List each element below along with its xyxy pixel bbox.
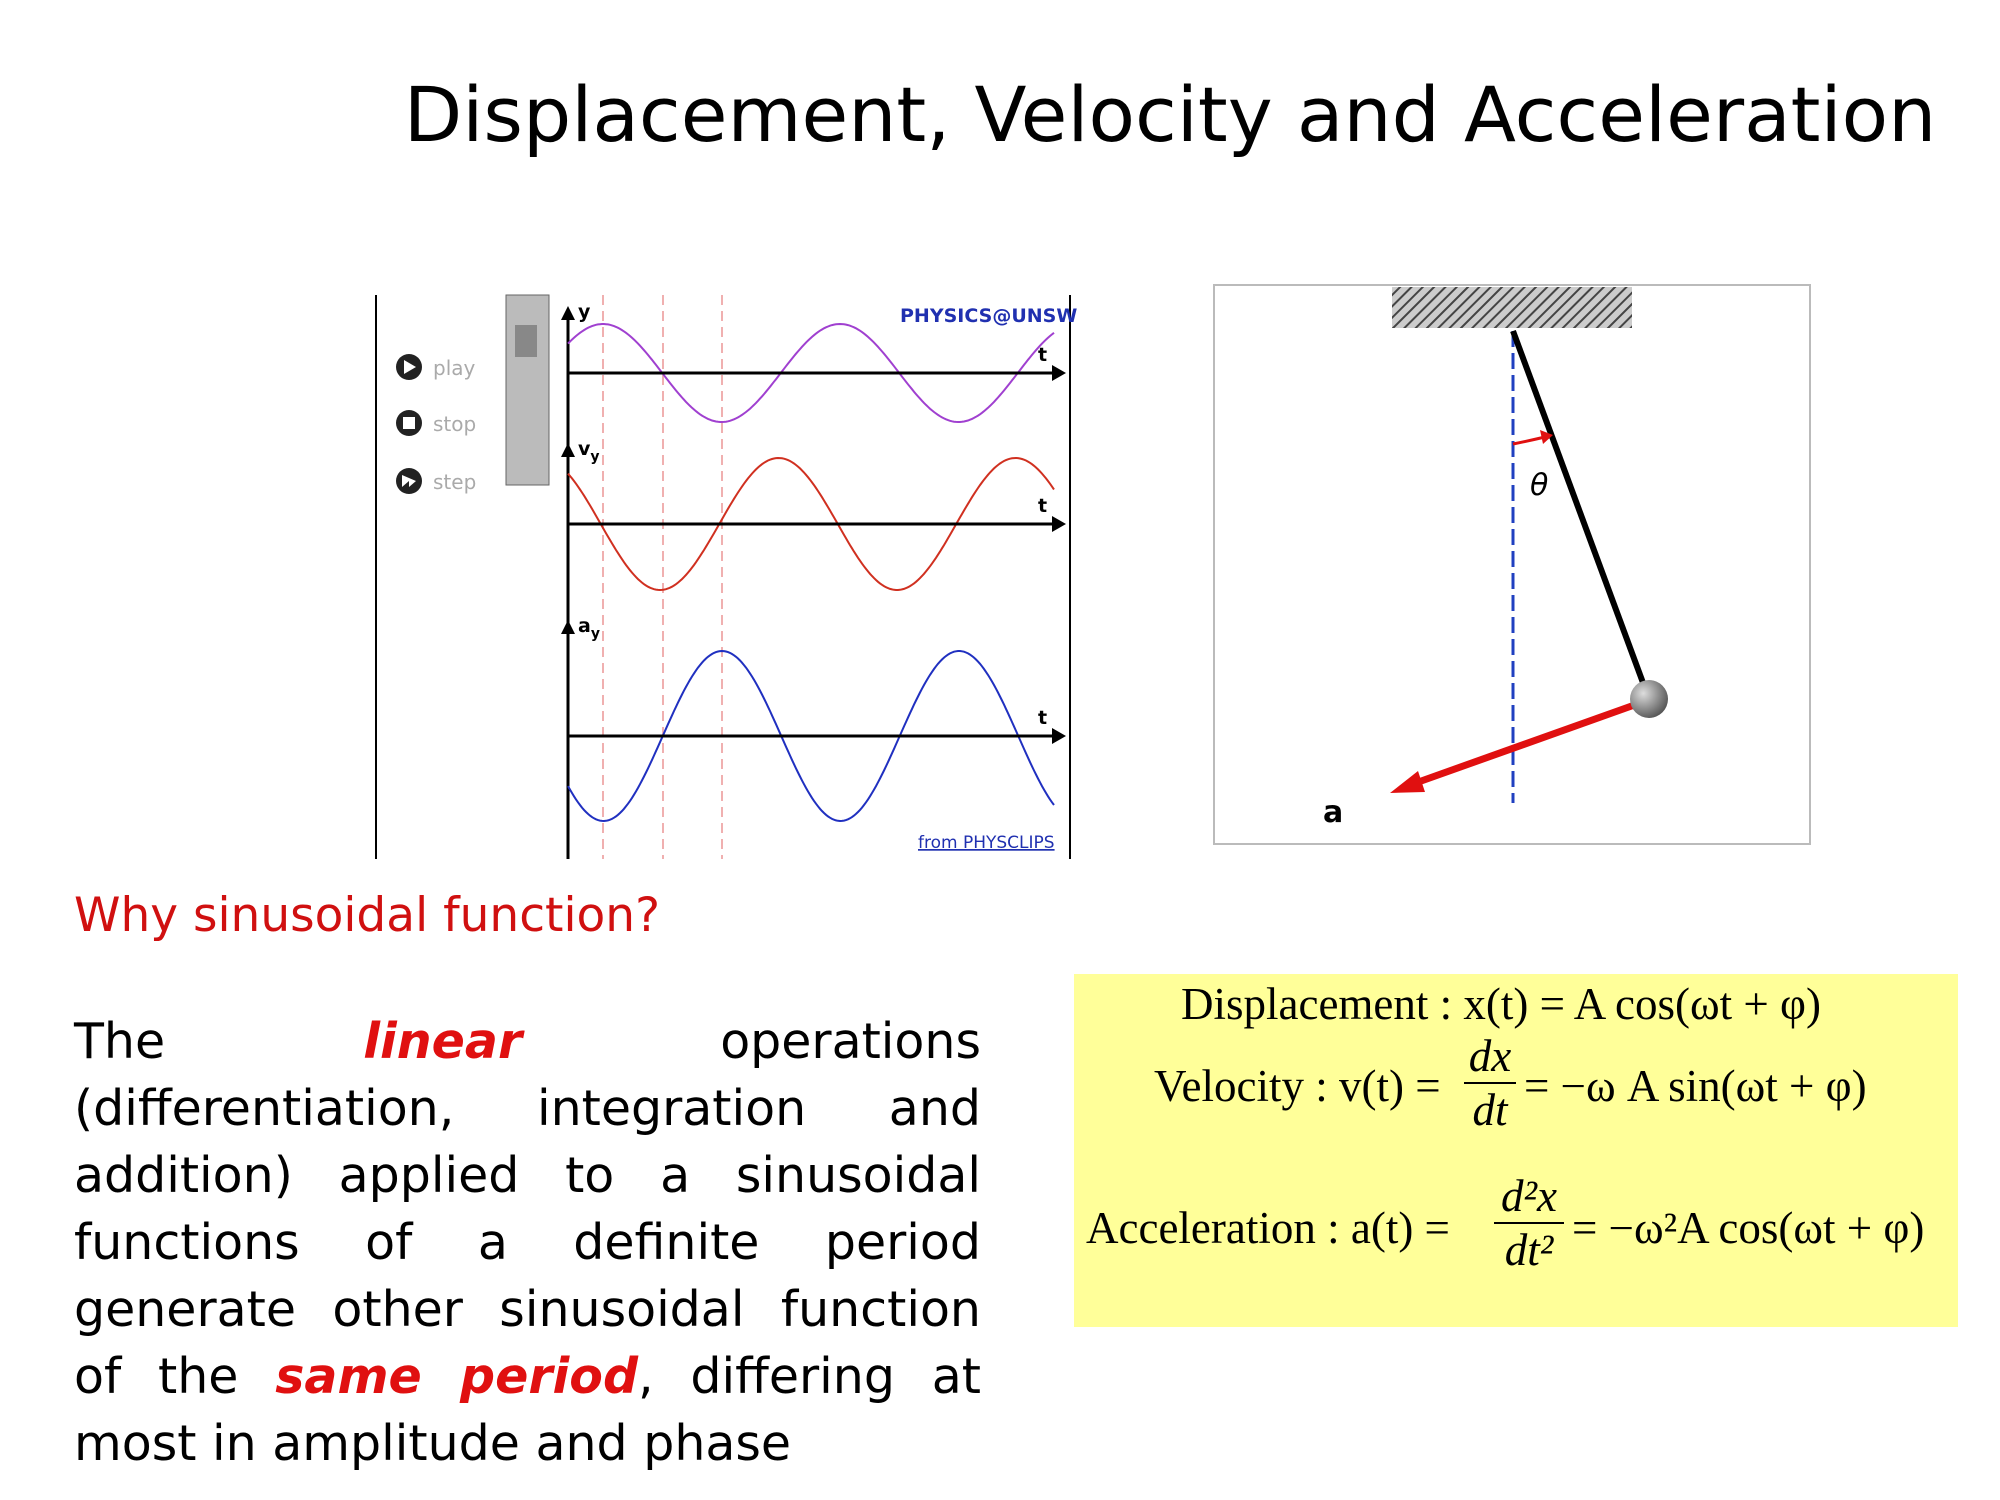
equation-lhs: Acceleration : a(t) = <box>1086 1203 1450 1253</box>
arrowhead <box>561 620 575 634</box>
axis-subscript: y <box>590 449 599 465</box>
controls: play stop step <box>396 354 476 494</box>
step-icon <box>402 475 416 487</box>
emphasis: same period <box>275 1348 639 1405</box>
fraction: d²x dt² <box>1494 1170 1564 1276</box>
angle-arrowhead <box>1540 430 1553 444</box>
wave <box>567 456 1055 592</box>
wave <box>567 649 1055 823</box>
paragraph: The linear operations (differentiation, … <box>74 1008 981 1477</box>
acceleration-arrow <box>1408 699 1642 789</box>
guide-lines <box>602 295 723 859</box>
axis-label: ay <box>578 615 600 642</box>
button-label: step <box>433 470 476 494</box>
numerator: dx <box>1468 1031 1512 1081</box>
axis-subscript: y <box>591 626 600 642</box>
stop-icon <box>403 417 415 429</box>
time-label: t <box>1038 344 1047 366</box>
axis-label: y <box>578 301 591 323</box>
spring-slider <box>505 294 550 486</box>
equation-box: Displacement : x(t) = A cos(ωt + φ) Velo… <box>1074 974 1958 1327</box>
brand: PHYSICS@UNSW <box>900 305 1077 327</box>
text: The <box>74 1013 364 1070</box>
pendulum-rod <box>1510 329 1652 701</box>
pendulum-bob <box>1630 680 1668 718</box>
equation-rhs: = −ω²A cos(ωt + φ) <box>1572 1203 1925 1253</box>
plots: t y t vy t ay <box>561 301 1066 823</box>
equation-lhs: Velocity : v(t) = <box>1154 1061 1441 1111</box>
acceleration-arrowhead <box>1390 771 1425 793</box>
pendulum-figure: θ a <box>1213 284 1811 845</box>
arrowhead <box>1052 728 1066 744</box>
denominator: dt <box>1464 1082 1516 1136</box>
denominator: dt² <box>1494 1222 1564 1276</box>
equation-rhs: = −ω A sin(ωt + φ) <box>1524 1061 1867 1111</box>
oscillation-figure: play stop step t y t vy t ay PHYSICS@UNSW fro… <box>375 294 1077 859</box>
text: operations (differentiation, integration… <box>74 1013 981 1405</box>
arrowhead <box>561 443 575 457</box>
acceleration-label: a <box>1323 795 1343 830</box>
wave <box>567 322 1055 423</box>
ceiling <box>1392 287 1632 328</box>
text: , differing at most in amplitude and pha… <box>74 1348 981 1472</box>
credit: from PHYSCLIPS <box>918 833 1055 853</box>
equation: Displacement : x(t) = A cos(ωt + φ) <box>1181 979 1821 1029</box>
button-label: play <box>433 356 476 380</box>
emphasis: linear <box>363 1013 523 1070</box>
slide-title: Displacement, Velocity and Acceleration <box>403 70 1937 159</box>
arrowhead <box>561 306 575 320</box>
axis-label: vy <box>578 438 600 465</box>
arrowhead <box>1052 516 1066 532</box>
mass-block <box>515 325 537 357</box>
play-icon <box>404 360 416 374</box>
question: Why sinusoidal function? <box>74 888 661 943</box>
button-label: stop <box>433 412 476 436</box>
arrowhead <box>1052 365 1066 381</box>
time-label: t <box>1038 707 1047 729</box>
angle-label: θ <box>1530 468 1548 503</box>
numerator: d²x <box>1501 1171 1557 1221</box>
fraction: dx dt <box>1464 1030 1516 1136</box>
time-label: t <box>1038 495 1047 517</box>
